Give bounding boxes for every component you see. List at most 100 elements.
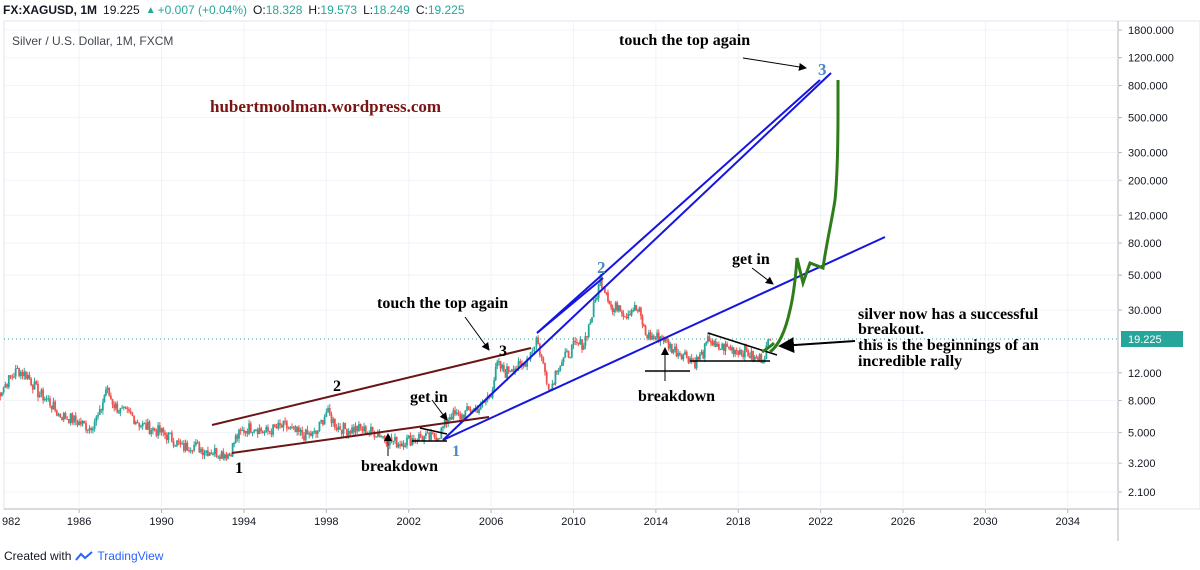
candle-body	[397, 444, 400, 448]
candle-body	[141, 423, 144, 427]
candle-body	[265, 426, 268, 433]
candle-body	[750, 351, 753, 359]
candle-body	[700, 351, 703, 355]
candle-body	[652, 335, 655, 339]
candle-body	[210, 452, 213, 455]
price-chart[interactable]: 1800.0001200.000800.000500.000300.000200…	[0, 20, 1200, 541]
candle-body	[136, 421, 139, 424]
candle-body	[228, 454, 231, 456]
candle-body	[256, 429, 259, 435]
candle-body	[43, 398, 46, 401]
blue-channel-top	[442, 72, 832, 441]
candle-body	[729, 347, 732, 351]
candle-body	[52, 401, 55, 410]
candle-body	[632, 310, 635, 312]
candle-body	[390, 437, 393, 442]
candle-body	[411, 438, 414, 446]
candle-body	[9, 375, 12, 377]
candle-body	[400, 443, 403, 446]
candle-body	[535, 337, 538, 347]
candle-body	[352, 427, 355, 433]
x-tick-label: 2010	[561, 516, 585, 528]
candle-body	[684, 351, 686, 355]
y-tick-label: 8.000	[1128, 396, 1156, 408]
candle-body	[335, 427, 338, 430]
candle-body	[703, 343, 706, 359]
candle-body	[66, 418, 69, 420]
candle-body	[383, 436, 386, 440]
x-tick-label: 2002	[396, 516, 420, 528]
candle-body	[45, 398, 48, 400]
candle-body	[504, 371, 507, 378]
tradingview-logo-icon	[75, 550, 94, 561]
candle-body	[448, 416, 451, 420]
candle-body	[666, 337, 668, 341]
candle-body	[236, 435, 239, 439]
candle-body	[570, 344, 573, 358]
candle-body	[88, 428, 91, 430]
candle-body	[724, 343, 727, 352]
candle-body	[241, 429, 244, 431]
x-tick-label: 982	[2, 516, 20, 528]
x-tick-label: 2014	[644, 516, 668, 528]
candle-body	[572, 340, 575, 345]
candle-body	[196, 442, 199, 444]
candle-body	[37, 383, 39, 398]
candle-body	[71, 413, 74, 423]
candle-body	[418, 434, 420, 441]
candle-body	[189, 450, 192, 452]
candle-body	[158, 425, 161, 433]
candle-body	[716, 344, 719, 347]
y-tick-label: 30.000	[1128, 305, 1162, 317]
candle-body	[678, 352, 681, 356]
wave-label-3-blue: 3	[818, 60, 827, 79]
candle-body	[18, 368, 21, 377]
candle-body	[19, 371, 22, 377]
close-value: 19.225	[427, 3, 465, 17]
candle-body	[395, 437, 398, 448]
candle-body	[714, 341, 717, 347]
candle-body	[382, 436, 384, 438]
candle-body	[361, 428, 364, 432]
arrow-breakout	[778, 337, 856, 354]
candle-body	[757, 357, 759, 361]
candle-body	[611, 306, 614, 313]
candle-body	[737, 351, 740, 355]
candle-body	[506, 366, 508, 378]
candle-body	[735, 349, 738, 352]
x-tick-label: 2034	[1056, 516, 1080, 528]
candle-body	[248, 423, 250, 434]
candle-body	[542, 357, 545, 364]
candle-body	[201, 448, 204, 456]
candle-body	[581, 339, 583, 350]
candle-body	[16, 368, 19, 370]
candle-body	[332, 419, 335, 424]
candle-body	[478, 409, 480, 413]
candle-body	[311, 431, 314, 437]
candle-body	[760, 354, 763, 363]
candle-body	[21, 371, 24, 377]
candle-body	[533, 346, 536, 352]
candle-body	[597, 284, 600, 298]
blue-channel-upper	[536, 79, 821, 334]
candle-body	[78, 421, 81, 425]
candle-body	[378, 432, 381, 437]
candle-body	[344, 423, 347, 430]
candle-body	[28, 374, 31, 379]
candle-body	[162, 428, 165, 433]
candle-body	[272, 424, 275, 435]
candle-body	[711, 343, 714, 345]
candle-body	[38, 394, 41, 398]
candle-body	[605, 292, 608, 294]
candle-body	[462, 414, 465, 419]
candle-body	[327, 408, 329, 413]
candle-body	[436, 438, 439, 441]
candle-body	[215, 448, 218, 457]
tradingview-brand[interactable]: TradingView	[97, 548, 164, 563]
candle-body	[97, 415, 99, 417]
annotation-touch-top-2: touch the top again	[619, 32, 750, 49]
candle-body	[296, 427, 299, 433]
candles	[0, 273, 772, 461]
candle-body	[748, 356, 751, 359]
candle-body	[203, 452, 206, 456]
